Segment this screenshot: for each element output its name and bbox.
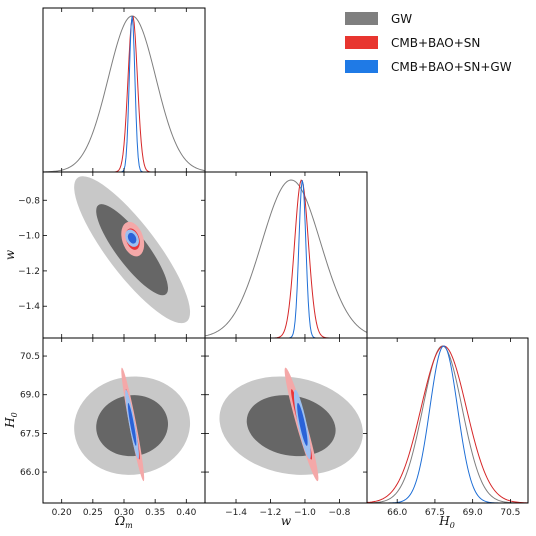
y-tick-label-w: −1.2 [18, 267, 40, 277]
marginal-panel-Om [42, 7, 206, 173]
x-axis-label-Om: Ωm [114, 514, 133, 530]
marginal-curve-H0-series-1 [366, 345, 529, 504]
marginal-curve-H0-series-2 [367, 345, 528, 504]
y-tick-label-H0: 66.0 [20, 468, 40, 478]
x-tick-label-H0: 66.0 [387, 508, 407, 518]
marginal-curve-Om-series-1 [43, 15, 205, 173]
x-tick-label-H0: 70.5 [500, 508, 520, 518]
y-tick-label-w: −0.8 [18, 196, 40, 206]
x-tick-label-Om: 0.40 [176, 508, 196, 518]
legend-swatch-1 [345, 36, 378, 49]
y-tick-label-w: −1.0 [18, 232, 40, 242]
x-tick-label-w: −1.4 [225, 508, 247, 518]
x-tick-label-w: −1.0 [294, 508, 316, 518]
marginal-curve-w-series-2 [205, 180, 367, 339]
y-tick-label-H0: 67.5 [20, 429, 40, 439]
marginal-curve-Om-series-0 [42, 15, 206, 173]
contour-panel-Om-H0 [42, 337, 206, 504]
contour-68-series-2 [127, 232, 137, 244]
legend-swatch-2 [345, 60, 378, 73]
marginal-curve-w-series-1 [205, 179, 367, 339]
legend-swatch-0 [345, 12, 378, 25]
x-tick-label-Om: 0.35 [145, 508, 165, 518]
marginal-curve-w-series-0 [204, 179, 368, 337]
legend-label-0: GW [391, 12, 412, 26]
contour-panel-w-H0 [204, 337, 368, 504]
y-tick-label-w: −1.4 [18, 302, 40, 312]
marginal-curve-H0-series-0 [366, 345, 528, 504]
legend-label-2: CMB+BAO+SN+GW [391, 60, 512, 74]
y-axis-label-w: w [3, 249, 17, 260]
x-tick-label-Om: 0.25 [83, 508, 103, 518]
contour-panel-Om-w [42, 171, 206, 339]
x-axis-label-w: w [281, 514, 292, 528]
y-axis-label-H0: H0 [3, 412, 19, 429]
contour-68-series-2 [127, 402, 137, 446]
panel-frame [204, 171, 368, 339]
legend-label-1: CMB+BAO+SN [391, 36, 480, 50]
x-tick-label-Om: 0.20 [52, 508, 72, 518]
marginal-panel-w [204, 171, 368, 339]
x-tick-label-H0: 67.5 [425, 508, 445, 518]
legend: GW CMB+BAO+SN CMB+BAO+SN+GW [345, 12, 512, 74]
panel-frame [204, 337, 368, 504]
x-tick-label-w: −1.2 [260, 508, 282, 518]
contour-68-series-2 [297, 402, 308, 446]
contour-68-series-0 [246, 395, 336, 457]
x-tick-label-Om: 0.30 [114, 508, 134, 518]
y-tick-label-H0: 70.5 [20, 352, 40, 362]
x-tick-label-H0: 69.0 [463, 508, 483, 518]
marginal-panel-H0 [366, 337, 529, 504]
y-tick-label-H0: 69.0 [20, 391, 40, 401]
panel-frame [366, 337, 529, 504]
x-tick-label-w: −0.8 [328, 508, 350, 518]
x-axis-label-H0: H0 [438, 514, 455, 530]
